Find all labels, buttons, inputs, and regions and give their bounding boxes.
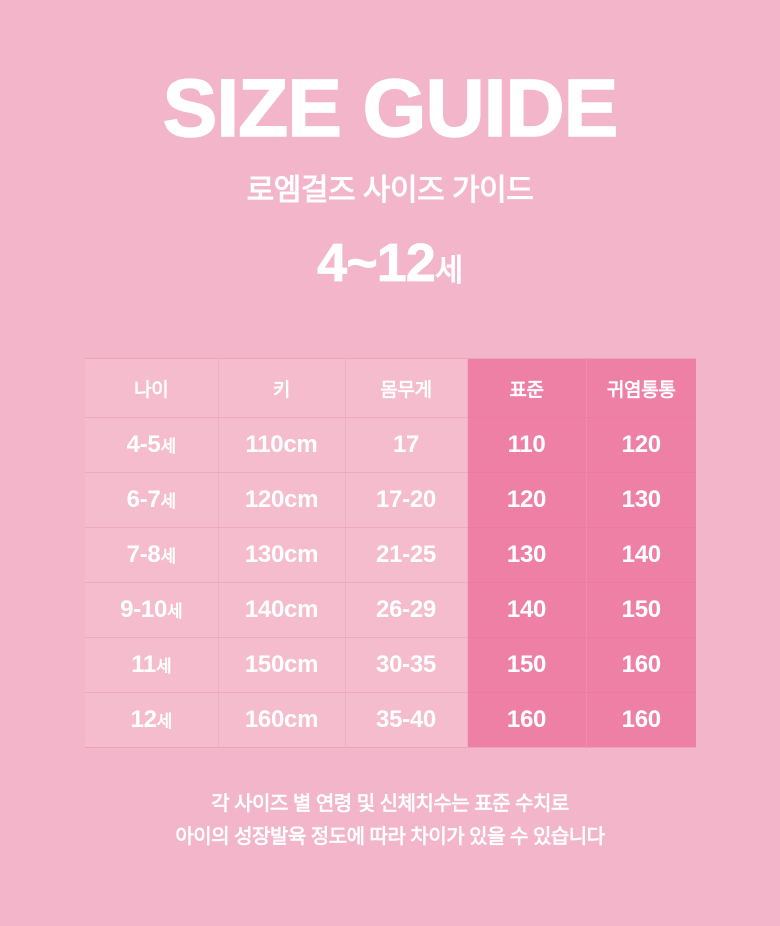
cell-standard: 150 (467, 637, 587, 693)
cell-age-unit: 세 (155, 657, 172, 676)
table-header: 나이 키 몸무게 표준 귀염통통 (85, 358, 696, 418)
column-header-height: 키 (218, 358, 346, 418)
cell-height: 120cm (218, 472, 346, 528)
page-title: SIZE GUIDE (162, 63, 619, 154)
table-row: 12세 160cm 35-40 160 160 (85, 692, 696, 748)
cell-age: 7-8세 (85, 527, 219, 583)
cell-height: 110cm (218, 417, 346, 473)
cell-weight: 35-40 (345, 692, 468, 748)
footer-line-1: 각 사이즈 별 연령 및 신체치수는 표준 수치로 (211, 793, 569, 815)
cell-height: 140cm (218, 582, 346, 638)
footer-line-2: 아이의 성장발육 정도에 따라 차이가 있을 수 있습니다 (175, 826, 605, 848)
table-row: 11세 150cm 30-35 150 160 (85, 637, 696, 693)
column-header-weight: 몸무게 (345, 358, 468, 418)
age-range-unit: 세 (434, 252, 464, 288)
page-subtitle: 로엠걸즈 사이즈 가이드 (246, 173, 534, 207)
cell-age-unit: 세 (156, 712, 173, 731)
cell-height: 160cm (218, 692, 346, 748)
table-header-row: 나이 키 몸무게 표준 귀염통통 (85, 358, 696, 418)
cell-standard: 140 (467, 582, 587, 638)
cell-standard: 130 (467, 527, 587, 583)
column-header-age: 나이 (85, 358, 219, 418)
cell-chubby: 130 (586, 472, 696, 528)
cell-chubby: 150 (586, 582, 696, 638)
table-row: 9-10세 140cm 26-29 140 150 (85, 582, 696, 638)
cell-age-number: 6-7 (126, 486, 161, 513)
cell-weight: 17-20 (345, 472, 468, 528)
age-range-number: 4~12 (317, 232, 436, 293)
cell-age: 11세 (85, 637, 219, 693)
cell-age-unit: 세 (167, 602, 183, 621)
cell-standard: 160 (467, 692, 587, 748)
cell-chubby: 160 (586, 692, 696, 748)
column-header-chubby: 귀염통통 (586, 358, 696, 418)
cell-height: 150cm (218, 637, 346, 693)
cell-chubby: 120 (586, 417, 696, 473)
cell-age-number: 7-8 (126, 541, 161, 568)
table-row: 4-5세 110cm 17 110 120 (85, 417, 696, 473)
cell-age-unit: 세 (160, 437, 176, 456)
cell-height: 130cm (218, 527, 346, 583)
age-range: 4~12세 (0, 206, 780, 290)
size-table: 나이 키 몸무게 표준 귀염통통 4-5세 110cm 17 110 120 6… (85, 358, 696, 748)
column-header-standard: 표준 (467, 358, 587, 418)
cell-age-number: 4-5 (126, 431, 161, 458)
cell-standard: 120 (467, 472, 587, 528)
cell-age-unit: 세 (160, 547, 176, 566)
cell-chubby: 140 (586, 527, 696, 583)
cell-weight: 17 (345, 417, 468, 473)
cell-chubby: 160 (586, 637, 696, 693)
cell-age: 9-10세 (85, 582, 219, 638)
table-row: 6-7세 120cm 17-20 120 130 (85, 472, 696, 528)
cell-weight: 26-29 (345, 582, 468, 638)
cell-age: 4-5세 (85, 417, 219, 473)
footer-note: 각 사이즈 별 연령 및 신체치수는 표준 수치로 아이의 성장발육 정도에 따… (0, 788, 780, 854)
cell-age-number: 9-10 (120, 596, 167, 623)
size-table-container: 나이 키 몸무게 표준 귀염통통 4-5세 110cm 17 110 120 6… (85, 358, 696, 748)
cell-age-number: 11 (131, 651, 156, 678)
cell-weight: 30-35 (345, 637, 468, 693)
header: SIZE GUIDE 로엠걸즈 사이즈 가이드 4~12세 (0, 0, 780, 290)
table-body: 4-5세 110cm 17 110 120 6-7세 120cm 17-20 1… (85, 417, 696, 748)
cell-age: 6-7세 (85, 472, 219, 528)
cell-weight: 21-25 (345, 527, 468, 583)
cell-age-unit: 세 (160, 492, 176, 511)
table-row: 7-8세 130cm 21-25 130 140 (85, 527, 696, 583)
cell-age: 12세 (85, 692, 219, 748)
cell-standard: 110 (467, 417, 587, 473)
cell-age-number: 12 (130, 706, 157, 733)
